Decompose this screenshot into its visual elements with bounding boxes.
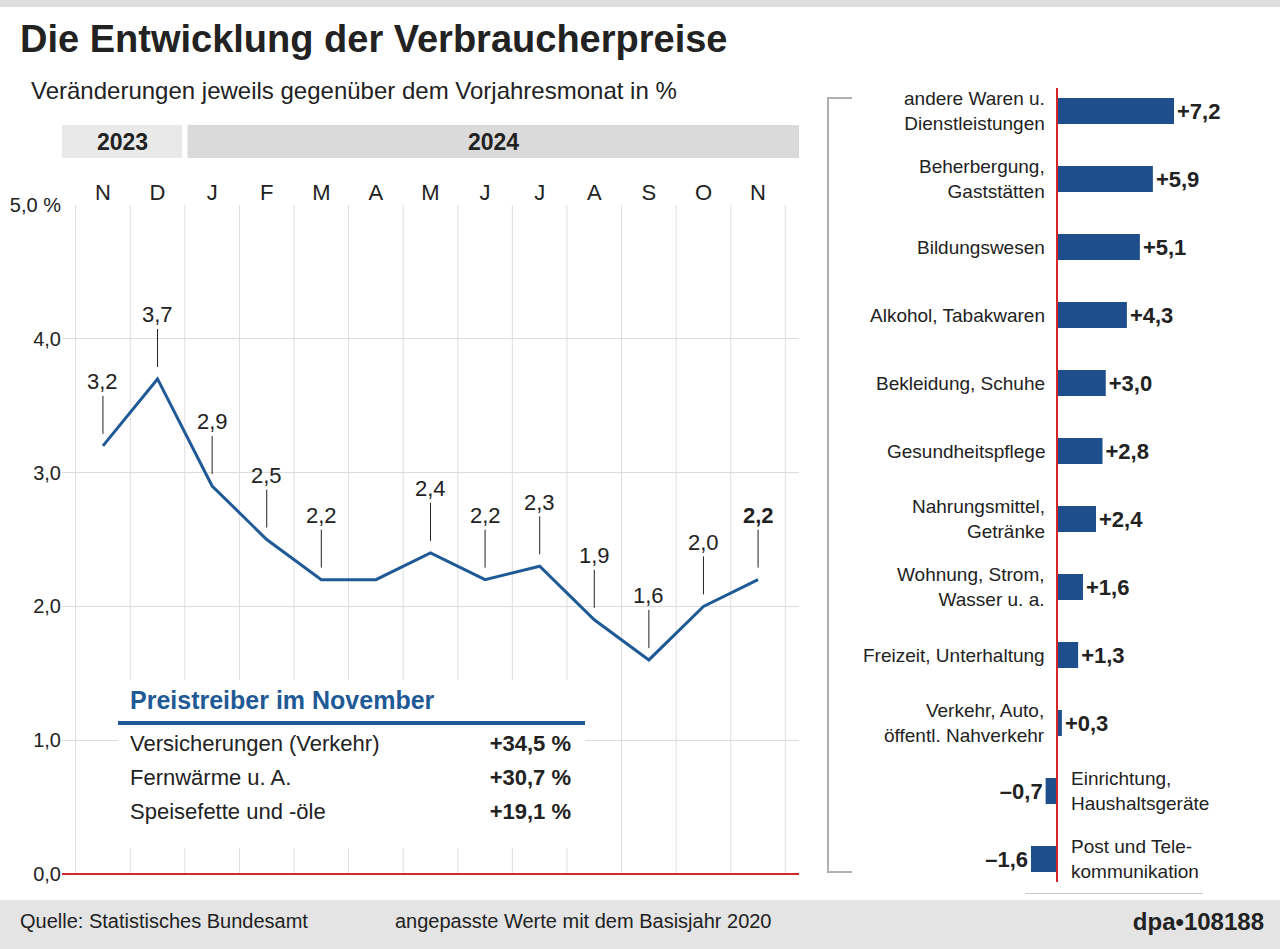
svg-text:3,7: 3,7 bbox=[142, 302, 173, 327]
html-text:+19,1 %: +19,1 % bbox=[489, 799, 571, 824]
svg-text:2024: 2024 bbox=[468, 129, 519, 155]
svg-text:+4,3: +4,3 bbox=[1130, 303, 1173, 328]
html-text:+30,7 %: +30,7 % bbox=[489, 765, 571, 790]
svg-text:J: J bbox=[534, 180, 545, 205]
svg-text:+2,4: +2,4 bbox=[1099, 507, 1143, 532]
html-text:dpa•108188: dpa•108188 bbox=[1132, 908, 1264, 935]
svg-text:2,9: 2,9 bbox=[197, 409, 228, 434]
svg-text:2,2: 2,2 bbox=[306, 503, 337, 528]
svg-text:2,3: 2,3 bbox=[524, 490, 555, 515]
svg-text:Gesundheitspflege: Gesundheitspflege bbox=[887, 441, 1045, 462]
svg-text:Bekleidung, Schuhe: Bekleidung, Schuhe bbox=[876, 373, 1045, 394]
svg-text:+5,1: +5,1 bbox=[1143, 235, 1186, 260]
svg-text:2,0: 2,0 bbox=[33, 595, 61, 617]
svg-text:andere Waren u.Dienstleistunge: andere Waren u.Dienstleistungen bbox=[904, 88, 1045, 134]
svg-text:2,0: 2,0 bbox=[688, 530, 719, 555]
svg-text:J: J bbox=[207, 180, 218, 205]
svg-text:1,9: 1,9 bbox=[579, 543, 610, 568]
svg-text:J: J bbox=[480, 180, 491, 205]
svg-text:2023: 2023 bbox=[97, 129, 148, 155]
svg-text:Bildungswesen: Bildungswesen bbox=[917, 237, 1045, 258]
svg-text:2,4: 2,4 bbox=[415, 476, 446, 501]
svg-text:–0,7: –0,7 bbox=[1000, 779, 1043, 804]
svg-text:Beherbergung,Gaststätten: Beherbergung,Gaststätten bbox=[919, 156, 1045, 202]
svg-text:A: A bbox=[369, 180, 384, 205]
svg-text:Einrichtung,Haushaltsgeräte: Einrichtung,Haushaltsgeräte bbox=[1071, 768, 1209, 814]
svg-text:N: N bbox=[750, 180, 766, 205]
html-text:Veränderungen jeweils gegenübe: Veränderungen jeweils gegenüber dem Vorj… bbox=[31, 77, 677, 104]
svg-text:3,2: 3,2 bbox=[87, 369, 118, 394]
svg-text:D: D bbox=[150, 180, 166, 205]
svg-text:Alkohol, Tabakwaren: Alkohol, Tabakwaren bbox=[870, 305, 1045, 326]
svg-text:+2,8: +2,8 bbox=[1106, 439, 1149, 464]
svg-text:1,6: 1,6 bbox=[633, 583, 664, 608]
svg-text:+7,2: +7,2 bbox=[1177, 99, 1220, 124]
svg-text:4,0: 4,0 bbox=[33, 328, 61, 350]
html-text:Preistreiber im November: Preistreiber im November bbox=[130, 686, 435, 714]
svg-text:M: M bbox=[312, 180, 330, 205]
svg-text:0,0: 0,0 bbox=[33, 863, 61, 885]
svg-text:Wohnung, Strom,Wasser u. a.: Wohnung, Strom,Wasser u. a. bbox=[897, 564, 1045, 610]
svg-text:Post und Tele-kommunikation: Post und Tele-kommunikation bbox=[1071, 836, 1199, 882]
svg-text:2,2: 2,2 bbox=[470, 503, 501, 528]
svg-text:Verkehr, Auto,öffentl. Nahverk: Verkehr, Auto,öffentl. Nahverkehr bbox=[884, 700, 1045, 746]
svg-text:+1,3: +1,3 bbox=[1081, 643, 1124, 668]
svg-text:3,0: 3,0 bbox=[33, 462, 61, 484]
svg-text:+1,6: +1,6 bbox=[1086, 575, 1129, 600]
svg-text:O: O bbox=[695, 180, 712, 205]
svg-text:S: S bbox=[642, 180, 657, 205]
svg-text:2,2: 2,2 bbox=[743, 503, 774, 528]
svg-text:+5,9: +5,9 bbox=[1156, 167, 1199, 192]
html-text:Fernwärme u. A.: Fernwärme u. A. bbox=[130, 765, 292, 790]
svg-text:5,0 %: 5,0 % bbox=[10, 194, 61, 216]
html-text:+34,5 %: +34,5 % bbox=[489, 731, 571, 756]
html-text:Quelle: Statistisches Bundesam: Quelle: Statistisches Bundesamt bbox=[20, 910, 308, 932]
svg-text:+3,0: +3,0 bbox=[1109, 371, 1152, 396]
html-text:Die Entwicklung der Verbrauche: Die Entwicklung der Verbraucherpreise bbox=[20, 18, 728, 60]
html-text:Versicherungen (Verkehr): Versicherungen (Verkehr) bbox=[130, 731, 380, 756]
svg-text:+0,3: +0,3 bbox=[1065, 711, 1108, 736]
svg-text:Nahrungsmittel,Getränke: Nahrungsmittel,Getränke bbox=[912, 496, 1045, 542]
svg-text:Freizeit, Unterhaltung: Freizeit, Unterhaltung bbox=[863, 645, 1045, 666]
svg-text:A: A bbox=[587, 180, 602, 205]
svg-text:M: M bbox=[421, 180, 439, 205]
svg-text:2,5: 2,5 bbox=[251, 463, 282, 488]
svg-text:N: N bbox=[95, 180, 111, 205]
svg-text:F: F bbox=[260, 180, 273, 205]
svg-text:1,0: 1,0 bbox=[33, 729, 61, 751]
html-text:Speisefette und -öle: Speisefette und -öle bbox=[130, 799, 326, 824]
svg-text:–1,6: –1,6 bbox=[985, 847, 1028, 872]
html-text:angepasste Werte mit dem Basis: angepasste Werte mit dem Basisjahr 2020 bbox=[395, 910, 772, 932]
